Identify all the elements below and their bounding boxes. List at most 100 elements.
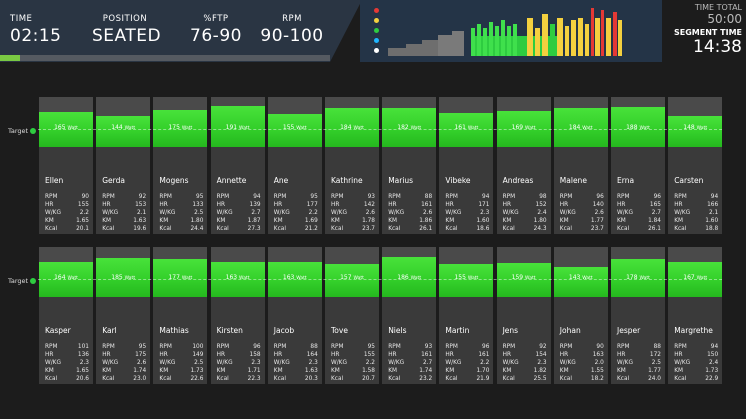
stat-value: 1.60 [705,218,719,224]
rider-info: Johan RPM 90 HR 163 W/KG 2.0 KM 1.55 Kcal 18.2 [553,297,608,384]
stat-label: W/KG [559,360,576,366]
time-total-label: TIME TOTAL [694,3,742,12]
stat-label: KM [102,218,111,224]
stat-value: 20.3 [304,376,318,382]
legend-dot-white [374,48,379,53]
stat-value: 136 [77,352,89,358]
stat-label: HR [102,352,111,358]
watt-readout: 167 Watt [668,274,722,281]
stat-label: KM [388,218,397,224]
workout-progress-fill [0,55,20,61]
rider-info: Mathias RPM 100 HR 149 W/KG 2.5 KM 1.73 Kcal 22.6 [153,297,208,384]
stat-row-hr: HR 166 [674,201,718,209]
stat-row-rpm: RPM 94 [674,343,718,351]
rider-name: Jesper [617,326,641,335]
stat-label: RPM [617,344,630,350]
stat-label: HR [388,202,397,208]
stat-value: 133 [192,202,204,208]
stat-row-wkg: W/KG 2.1 [102,209,146,217]
stat-value: 94 [253,194,261,200]
power-bar-fill [267,262,322,297]
watt-readout: 157 Watt [325,274,379,281]
rider-card: 186 Watt Niels RPM 93 HR 161 W/KG 2.7 KM 1.74 Kcal… [382,247,437,384]
stat-row-rpm: RPM 90 [45,193,89,201]
watt-value: 163 [282,274,295,281]
power-bar: 185 Watt [96,247,151,297]
rider-card: 165 Watt Ellen RPM 90 HR 155 W/KG 2.2 KM 1.65 Kcal… [39,97,93,234]
stat-row-km: KM 1.80 [159,217,203,225]
stat-value: 93 [424,344,433,350]
stat-label: W/KG [331,360,347,366]
stat-row-wkg: W/KG 2.4 [674,359,718,367]
rider-card: 169 Watt Andreas RPM 98 HR 152 W/KG 2.4 KM 1.80 Kc… [496,97,551,234]
watt-unit: Watt [467,276,479,281]
stat-value: 25.5 [533,376,547,382]
rider-name: Annette [216,176,247,185]
rider-card: 155 Watt Martin RPM 96 HR 161 W/KG 2.2 KM 1.70 Kca… [439,247,494,384]
power-bar-fill [439,112,494,147]
watt-readout: 148 Watt [668,124,722,131]
stat-row-km: KM 1.65 [45,367,89,375]
stat-value: 164 [306,352,318,358]
rider-name: Ane [273,176,289,185]
stat-label: KM [674,218,683,224]
stat-row-hr: HR 150 [674,351,718,359]
rider-name: Malene [559,176,587,185]
power-bar: 157 Watt [325,247,379,297]
stat-label: Kcal [102,226,115,232]
stat-value: 19.6 [133,226,147,232]
legend-dot-green [374,28,379,33]
stat-value: 1.77 [648,368,661,374]
watt-unit: Watt [181,126,193,131]
stat-row-hr: HR 142 [331,201,375,209]
stat-row-hr: HR 153 [102,201,146,209]
rider-card: 159 Watt Jens RPM 92 HR 154 W/KG 2.3 KM 1.82 Kcal 2… [496,247,551,384]
stat-row-km: KM 1.78 [331,217,375,225]
stat-label: W/KG [102,360,119,366]
watt-value: 184 [340,124,352,131]
stat-row-hr: HR 139 [217,201,261,209]
rider-name: Gerda [102,176,125,185]
stat-label: RPM [559,194,573,200]
stat-row-rpm: RPM 95 [102,343,146,351]
stat-label: RPM [102,344,115,350]
watt-unit: Watt [696,276,708,281]
stat-row-kcal: Kcal 20.6 [45,375,89,383]
time-total-value: 50:00 [707,12,742,26]
stat-value: 21.2 [304,226,318,232]
stat-value: 142 [363,202,375,208]
stat-label: RPM [159,194,172,200]
stat-value: 24.0 [648,376,661,382]
stat-label: HR [502,202,511,208]
stat-value: 1.71 [247,368,261,374]
stat-label: KM [45,218,54,224]
rider-info: Karl RPM 95 HR 175 W/KG 2.6 KM 1.74 Kcal 23.0 [96,297,151,384]
stat-label: Kcal [445,226,458,232]
stat-row-wkg: W/KG 2.7 [617,209,661,217]
stat-value: 88 [424,194,433,200]
watt-value: 157 [340,274,352,281]
stat-value: 1.63 [133,218,147,224]
stat-label: Kcal [674,376,687,382]
stat-value: 161 [478,352,490,358]
stat-value: 140 [592,202,604,208]
stat-value: 95 [138,344,147,350]
rider-stats: RPM 94 HR 166 W/KG 2.1 KM 1.60 Kcal 18.8 [674,193,718,233]
stat-label: Kcal [388,376,401,382]
profile-block [585,24,589,56]
stat-row-kcal: Kcal 26.1 [388,225,432,233]
stat-label: RPM [445,344,458,350]
stat-value: 2.2 [480,360,490,366]
watt-unit: Watt [525,126,536,131]
profile-block [388,48,406,56]
rider-stats: RPM 96 HR 161 W/KG 2.2 KM 1.70 Kcal 21.9 [445,343,489,383]
power-bar-fill [439,264,494,297]
stat-value: 94 [710,344,719,350]
stat-label: W/KG [102,210,119,216]
power-bar: 165 Watt [39,97,93,147]
stat-row-kcal: Kcal 23.2 [388,375,432,383]
watt-unit: Watt [296,276,307,281]
stat-value: 1.70 [476,368,490,374]
stat-row-kcal: Kcal 24.3 [503,225,547,233]
stat-label: HR [559,202,569,208]
